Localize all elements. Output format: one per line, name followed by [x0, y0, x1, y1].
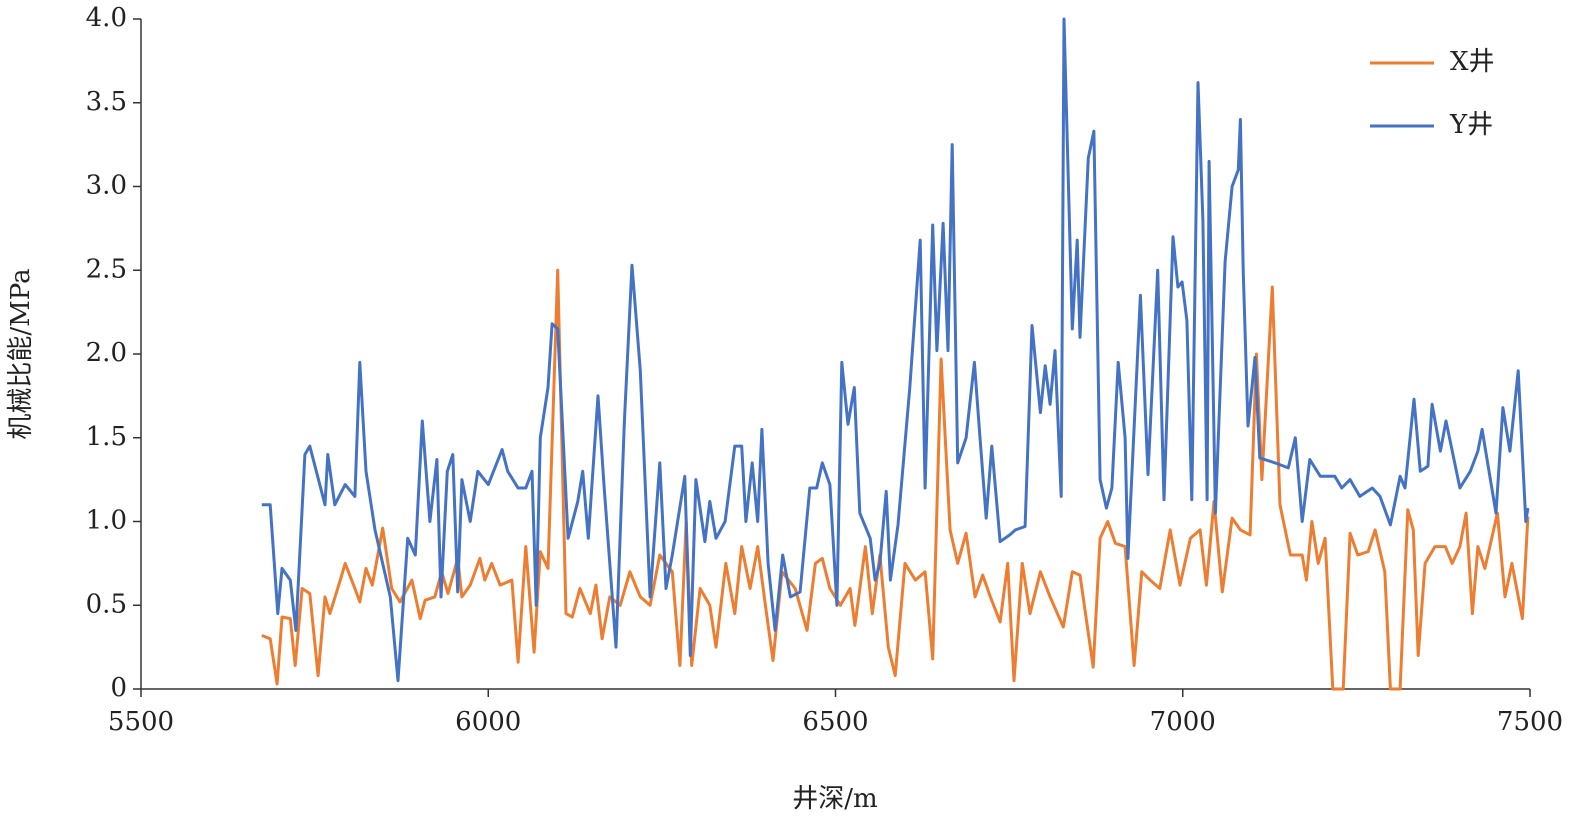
x-tick-label: 7500 — [1497, 707, 1563, 737]
y-tick-label: 0 — [110, 673, 127, 703]
series-line — [261, 17, 1530, 683]
x-tick-label: 5500 — [108, 707, 174, 737]
y-axis-label: 机械比能/MPa — [6, 268, 36, 439]
y-tick-label: 1.5 — [86, 422, 127, 452]
x-tick-label: 7000 — [1150, 707, 1216, 737]
y-tick-label: 2.0 — [86, 338, 127, 368]
x-axis-label: 井深/m — [792, 784, 877, 814]
x-tick-label: 6500 — [802, 707, 868, 737]
y-tick-label: 2.5 — [86, 254, 127, 284]
y-tick-label: 1.0 — [86, 506, 127, 536]
legend-label: X井 — [1450, 47, 1495, 77]
y-tick-label: 3.5 — [86, 87, 127, 117]
y-tick-label: 0.5 — [86, 589, 127, 619]
x-tick-label: 6000 — [455, 707, 521, 737]
y-tick-label: 3.0 — [86, 171, 127, 201]
y-tick-label: 4.0 — [86, 3, 127, 33]
legend-label: Y井 — [1449, 110, 1493, 140]
